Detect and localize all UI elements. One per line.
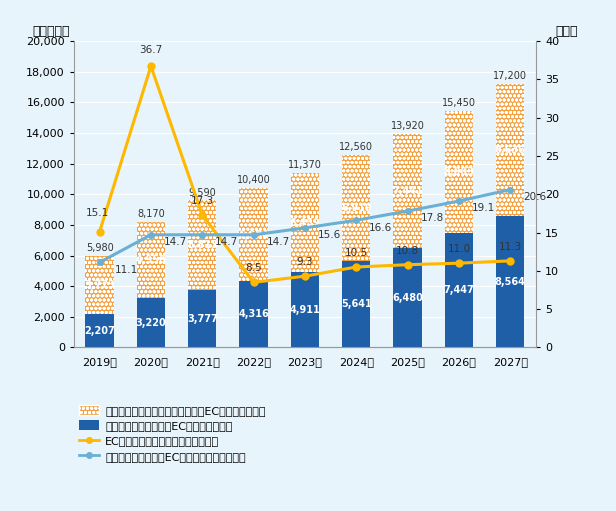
Text: 4,316: 4,316 (238, 309, 269, 319)
Text: 15.1: 15.1 (86, 208, 108, 218)
Text: 5,813: 5,813 (187, 240, 217, 250)
Text: 10.5: 10.5 (345, 248, 368, 258)
Text: 10.8: 10.8 (396, 245, 419, 256)
Text: 3,773: 3,773 (84, 280, 115, 290)
Text: 17,200: 17,200 (493, 71, 527, 81)
Bar (342, 155, 370, 261)
Bar (394, 248, 422, 347)
Bar (137, 298, 165, 347)
Text: 8,636: 8,636 (495, 145, 525, 155)
Text: 4,950: 4,950 (136, 255, 166, 265)
Text: 3,220: 3,220 (136, 318, 166, 328)
Text: 14.7: 14.7 (164, 237, 187, 247)
Bar (240, 282, 268, 347)
Bar (188, 290, 216, 347)
Text: 6,480: 6,480 (392, 293, 423, 303)
Text: 17.3: 17.3 (190, 196, 214, 206)
Text: 15,450: 15,450 (442, 98, 476, 108)
Bar (188, 200, 216, 290)
Bar (137, 222, 165, 298)
Text: 11,370: 11,370 (288, 160, 322, 171)
Text: 6,459: 6,459 (290, 218, 320, 228)
Legend: その他端末（パソコン等）経由のEC売上高（左軸）, スマートフォン経由のEC売上高（左軸）, EC売上高の対前年比増加率（右軸）, 小売売上高に占めるEC売上高: その他端末（パソコン等）経由のEC売上高（左軸）, スマートフォン経由のEC売上… (79, 405, 265, 461)
Text: 10,400: 10,400 (237, 175, 270, 185)
Text: 11.1: 11.1 (115, 265, 138, 275)
Bar (445, 234, 473, 347)
Bar (291, 173, 319, 272)
Text: 5,980: 5,980 (86, 243, 113, 253)
Text: 19.1: 19.1 (472, 203, 495, 214)
Text: 13,920: 13,920 (391, 121, 424, 131)
Bar (445, 110, 473, 234)
Bar (86, 256, 114, 314)
Bar (291, 272, 319, 347)
Text: 9.3: 9.3 (297, 257, 313, 267)
Text: 11.3: 11.3 (498, 242, 522, 252)
Text: 3,777: 3,777 (187, 314, 217, 323)
Text: 5,641: 5,641 (341, 299, 371, 309)
Bar (394, 134, 422, 248)
Text: 6,919: 6,919 (341, 203, 371, 213)
Text: 36.7: 36.7 (139, 44, 163, 55)
Text: 2,207: 2,207 (84, 326, 115, 336)
Text: 12,560: 12,560 (339, 142, 373, 152)
Text: 8,003: 8,003 (444, 167, 474, 177)
Text: 16.6: 16.6 (369, 222, 392, 233)
Text: 6,084: 6,084 (238, 229, 269, 240)
Text: （億ドル）: （億ドル） (33, 25, 70, 38)
Text: 8.5: 8.5 (245, 263, 262, 273)
Text: 7,441: 7,441 (392, 186, 423, 196)
Text: 14.7: 14.7 (215, 237, 238, 247)
Text: （％）: （％） (555, 25, 578, 38)
Bar (342, 261, 370, 347)
Text: 9,590: 9,590 (188, 188, 216, 198)
Text: 11.0: 11.0 (447, 244, 471, 254)
Bar (240, 188, 268, 282)
Text: 20.6: 20.6 (523, 192, 546, 202)
Bar (86, 314, 114, 347)
Text: 8,564: 8,564 (495, 277, 525, 287)
Bar (496, 216, 524, 347)
Text: 4,911: 4,911 (290, 305, 320, 315)
Text: 14.7: 14.7 (266, 237, 290, 247)
Text: 7,447: 7,447 (444, 286, 474, 295)
Text: 8,170: 8,170 (137, 210, 165, 220)
Text: 15.6: 15.6 (318, 230, 341, 240)
Bar (496, 84, 524, 216)
Text: 17.8: 17.8 (420, 214, 444, 223)
